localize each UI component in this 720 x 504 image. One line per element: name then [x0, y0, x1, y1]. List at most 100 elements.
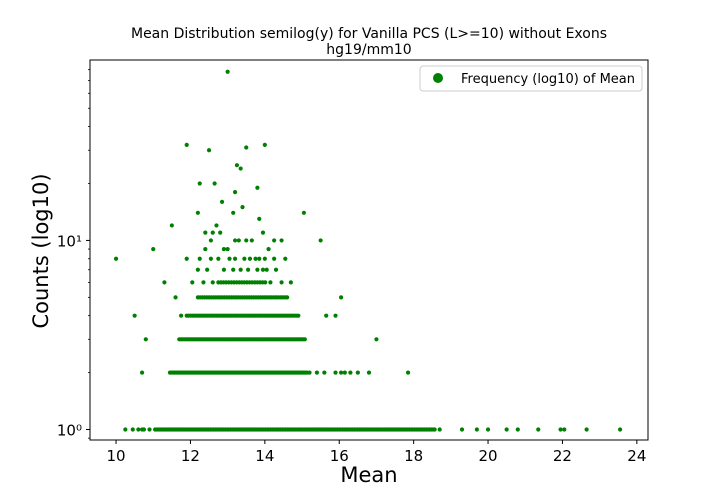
data-point	[162, 280, 167, 285]
chart-subtitle: hg19/mm10	[326, 42, 411, 58]
data-point	[247, 256, 253, 261]
data-point	[348, 370, 353, 375]
data-point	[342, 370, 347, 375]
data-point	[225, 246, 230, 252]
data-point	[333, 370, 338, 375]
data-point	[231, 267, 236, 272]
data-point	[405, 370, 411, 375]
data-point	[232, 256, 238, 261]
data-point	[225, 69, 230, 74]
data-point	[238, 267, 243, 272]
data-point	[485, 427, 491, 432]
data-point	[173, 295, 178, 300]
data-point	[143, 337, 148, 342]
data-point	[437, 427, 442, 432]
data-point	[197, 256, 202, 261]
data-point	[515, 427, 520, 432]
x-tick-label: 18	[404, 447, 423, 465]
data-point	[136, 427, 141, 432]
legend-marker-icon	[433, 73, 443, 83]
data-point	[184, 142, 189, 148]
data-point	[260, 230, 266, 235]
data-point	[205, 267, 210, 272]
data-point	[262, 256, 267, 261]
data-point	[236, 238, 241, 243]
x-tick-label: 14	[255, 447, 274, 465]
chart-title: Mean Distribution semilog(y) for Vanilla…	[131, 26, 607, 42]
data-point	[266, 246, 271, 252]
data-point	[195, 210, 200, 215]
data-point	[584, 427, 589, 432]
legend: Frequency (log10) of Mean	[419, 65, 643, 92]
data-point	[227, 256, 232, 261]
x-tick-label: 16	[330, 447, 349, 465]
data-point	[307, 370, 312, 375]
data-point	[268, 280, 273, 285]
data-point	[474, 427, 479, 432]
x-tick-label: 10	[106, 447, 125, 465]
data-point	[203, 246, 208, 252]
data-point	[618, 427, 623, 432]
data-point	[210, 230, 215, 235]
data-point	[123, 427, 128, 432]
data-point	[208, 238, 213, 243]
data-point	[432, 427, 437, 432]
data-point	[151, 246, 156, 252]
y-tick-label: 10⁰	[57, 422, 82, 440]
data-points	[113, 69, 623, 432]
data-point	[244, 145, 249, 150]
data-point	[212, 181, 217, 186]
data-point	[257, 256, 262, 261]
data-point	[504, 427, 509, 432]
data-point	[272, 238, 277, 243]
data-point	[147, 427, 152, 432]
x-tick-label: 24	[627, 447, 646, 465]
data-point	[302, 337, 307, 342]
data-point	[206, 148, 212, 153]
data-point	[279, 280, 284, 285]
data-point	[301, 210, 306, 215]
legend-box	[419, 65, 643, 92]
data-point	[179, 313, 184, 318]
data-point	[288, 280, 293, 285]
data-point	[244, 238, 249, 243]
data-point	[273, 267, 279, 272]
plot-frame	[89, 59, 649, 441]
data-point	[374, 337, 379, 342]
data-point	[536, 427, 541, 432]
data-point	[355, 370, 360, 375]
data-point	[318, 238, 323, 243]
data-point	[195, 267, 200, 272]
data-point	[257, 216, 262, 221]
y-axis-label: Counts (log10)	[29, 173, 53, 328]
data-point	[113, 256, 119, 261]
data-point	[141, 427, 147, 432]
data-point	[197, 181, 202, 186]
data-point	[221, 246, 227, 252]
data-point	[249, 238, 254, 243]
data-point	[190, 280, 195, 285]
data-point	[246, 267, 251, 272]
data-point	[216, 256, 221, 261]
data-point	[240, 205, 245, 210]
data-point	[322, 370, 327, 375]
data-point	[132, 313, 137, 318]
data-point	[253, 256, 258, 261]
data-point	[214, 223, 219, 228]
data-point	[333, 313, 338, 318]
data-point	[324, 313, 329, 318]
data-point	[210, 280, 215, 285]
data-point	[262, 142, 267, 148]
data-point	[279, 238, 284, 243]
data-point	[255, 185, 260, 190]
data-point	[314, 370, 320, 375]
legend-label: Frequency (log10) of Mean	[461, 72, 635, 87]
data-point	[169, 223, 174, 228]
data-point	[264, 267, 269, 272]
data-point	[339, 370, 344, 375]
data-point	[232, 190, 238, 195]
x-axis-label: Mean	[340, 463, 397, 487]
data-point	[296, 313, 301, 318]
x-tick-label: 12	[181, 447, 200, 465]
